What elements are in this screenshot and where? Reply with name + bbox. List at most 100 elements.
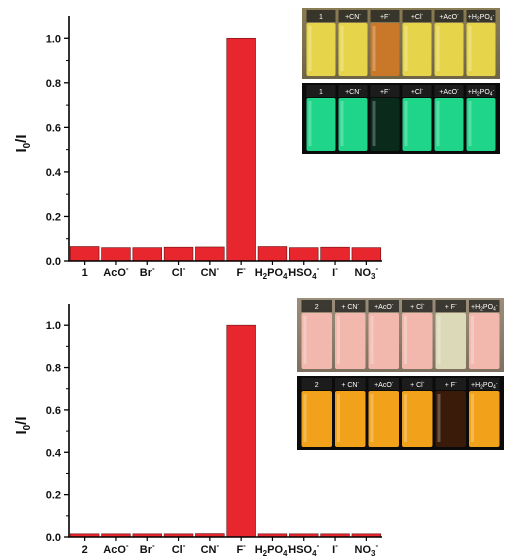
vial-label: +F- (380, 87, 390, 96)
bar-1 (69, 246, 100, 262)
vial-cap (402, 85, 432, 97)
vial-cap (435, 300, 466, 312)
vial-label: + CN- (341, 380, 359, 389)
vial-cap (368, 300, 399, 312)
vial-cap (301, 378, 332, 390)
y-tick-label: 1.0 (46, 33, 61, 45)
vial-daylight-3 (402, 23, 432, 76)
vial-daylight-0 (301, 313, 332, 369)
x-tick-label-AcO-: AcO- (103, 541, 129, 556)
vial-highlight (468, 101, 472, 146)
y-tick-label: 0.2 (46, 211, 61, 223)
x-tick-label-Br-: Br- (140, 264, 155, 279)
vial-highlight (308, 26, 312, 71)
vial-highlight (370, 316, 374, 364)
vial-cap (434, 85, 464, 97)
vial-cap (466, 85, 496, 97)
vial-highlight (337, 394, 340, 442)
y-axis-title: I0/I (13, 134, 33, 152)
bar-NO3- (351, 247, 382, 262)
vial-daylight-4 (434, 23, 464, 76)
y-tick-label: 1.0 (46, 320, 61, 332)
vial-highlight (370, 394, 374, 442)
vial-uv-2 (370, 98, 400, 151)
x-tick-label-I-: I- (332, 541, 338, 556)
vial-label: +AcO- (374, 302, 394, 311)
bar-F- (226, 37, 256, 262)
vial-cap (402, 300, 433, 312)
bar-H2PO4- (257, 246, 288, 262)
vial-uv-3 (402, 98, 432, 151)
vial-uv-4 (435, 391, 466, 447)
vial-uv-1 (335, 391, 366, 447)
vial-highlight (337, 316, 340, 364)
y-tick-label: 0.6 (46, 405, 61, 417)
x-tick-label-2: 2 (82, 544, 88, 556)
vial-daylight-2 (370, 23, 400, 76)
x-tick-label-1: 1 (82, 267, 88, 279)
vial-label: + CN- (341, 302, 359, 311)
vial-cap (306, 85, 336, 97)
vial-highlight (340, 26, 344, 71)
y-tick-label: 0.2 (46, 490, 61, 502)
inset-photo: 1 +CN- +F- +Cl- +AcO- +H2PO4- 1 +CN- +F- +Cl- +AcO… (302, 8, 500, 154)
vial-label: +H2PO4- (468, 88, 495, 98)
vial-daylight-5 (466, 23, 496, 76)
inset-photo: 2 + CN- +AcO- + Cl- + F- +H2PO4- 2 + CN- +AcO- + … (297, 298, 504, 450)
vial-highlight (308, 101, 312, 146)
x-tick-label-H2PO4-: H2PO4- (255, 541, 291, 558)
vial-cap (402, 378, 433, 390)
x-tick-label-F-: F- (236, 264, 246, 279)
x-tick-label-HSO4-: HSO4- (288, 541, 319, 558)
bar-AcO- (101, 247, 131, 262)
x-tick-label-NO3-: NO3- (355, 541, 379, 558)
bar-CN- (195, 246, 225, 262)
vial-cap (335, 378, 366, 390)
vial-label: +Cl- (411, 12, 424, 21)
vial-highlight (471, 316, 474, 364)
vial-highlight (372, 26, 376, 71)
vial-label: + Cl- (410, 302, 425, 311)
vial-highlight (404, 101, 408, 146)
y-tick-label: 0.4 (46, 447, 62, 459)
vial-label: 2 (315, 304, 319, 311)
vial-cap (402, 10, 432, 22)
y-tick-label: 0.6 (46, 122, 61, 134)
vial-daylight-3 (402, 313, 433, 369)
vial-label: +F- (380, 12, 390, 21)
vial-label: + F- (445, 302, 457, 311)
y-axis-title: I0/I (13, 416, 33, 434)
vial-cap (368, 378, 399, 390)
vial-label: +AcO- (439, 12, 459, 21)
vial-uv-1 (338, 98, 368, 151)
y-tick-label: 0.0 (46, 256, 61, 268)
x-tick-label-Br-: Br- (140, 541, 155, 556)
vial-highlight (436, 101, 440, 146)
x-tick-label-AcO-: AcO- (103, 264, 129, 279)
vial-label: +H2PO4- (468, 13, 495, 23)
bar-I- (320, 246, 350, 262)
x-tick-label-F-: F- (236, 541, 246, 556)
vial-daylight-1 (335, 313, 366, 369)
bar-F- (226, 324, 256, 538)
vial-highlight (303, 316, 307, 364)
y-tick-label: 0.8 (46, 78, 61, 90)
vial-cap (434, 10, 464, 22)
vial-highlight (437, 394, 441, 442)
vial-cap (306, 10, 336, 22)
vial-highlight (404, 316, 407, 364)
x-tick-label-HSO4-: HSO4- (288, 264, 319, 281)
vial-label: +AcO- (374, 380, 394, 389)
y-tick-label: 0.8 (46, 363, 61, 375)
y-tick-label: 0.0 (46, 532, 61, 544)
vial-uv-4 (434, 98, 464, 151)
vial-label: +H2PO4- (471, 303, 498, 313)
vial-highlight (404, 394, 407, 442)
vial-label: +AcO- (439, 87, 459, 96)
vial-uv-0 (306, 98, 336, 151)
vial-daylight-5 (469, 313, 500, 369)
bar-Cl- (163, 246, 194, 262)
vial-cap (370, 85, 400, 97)
vial-label: + Cl- (410, 380, 425, 389)
